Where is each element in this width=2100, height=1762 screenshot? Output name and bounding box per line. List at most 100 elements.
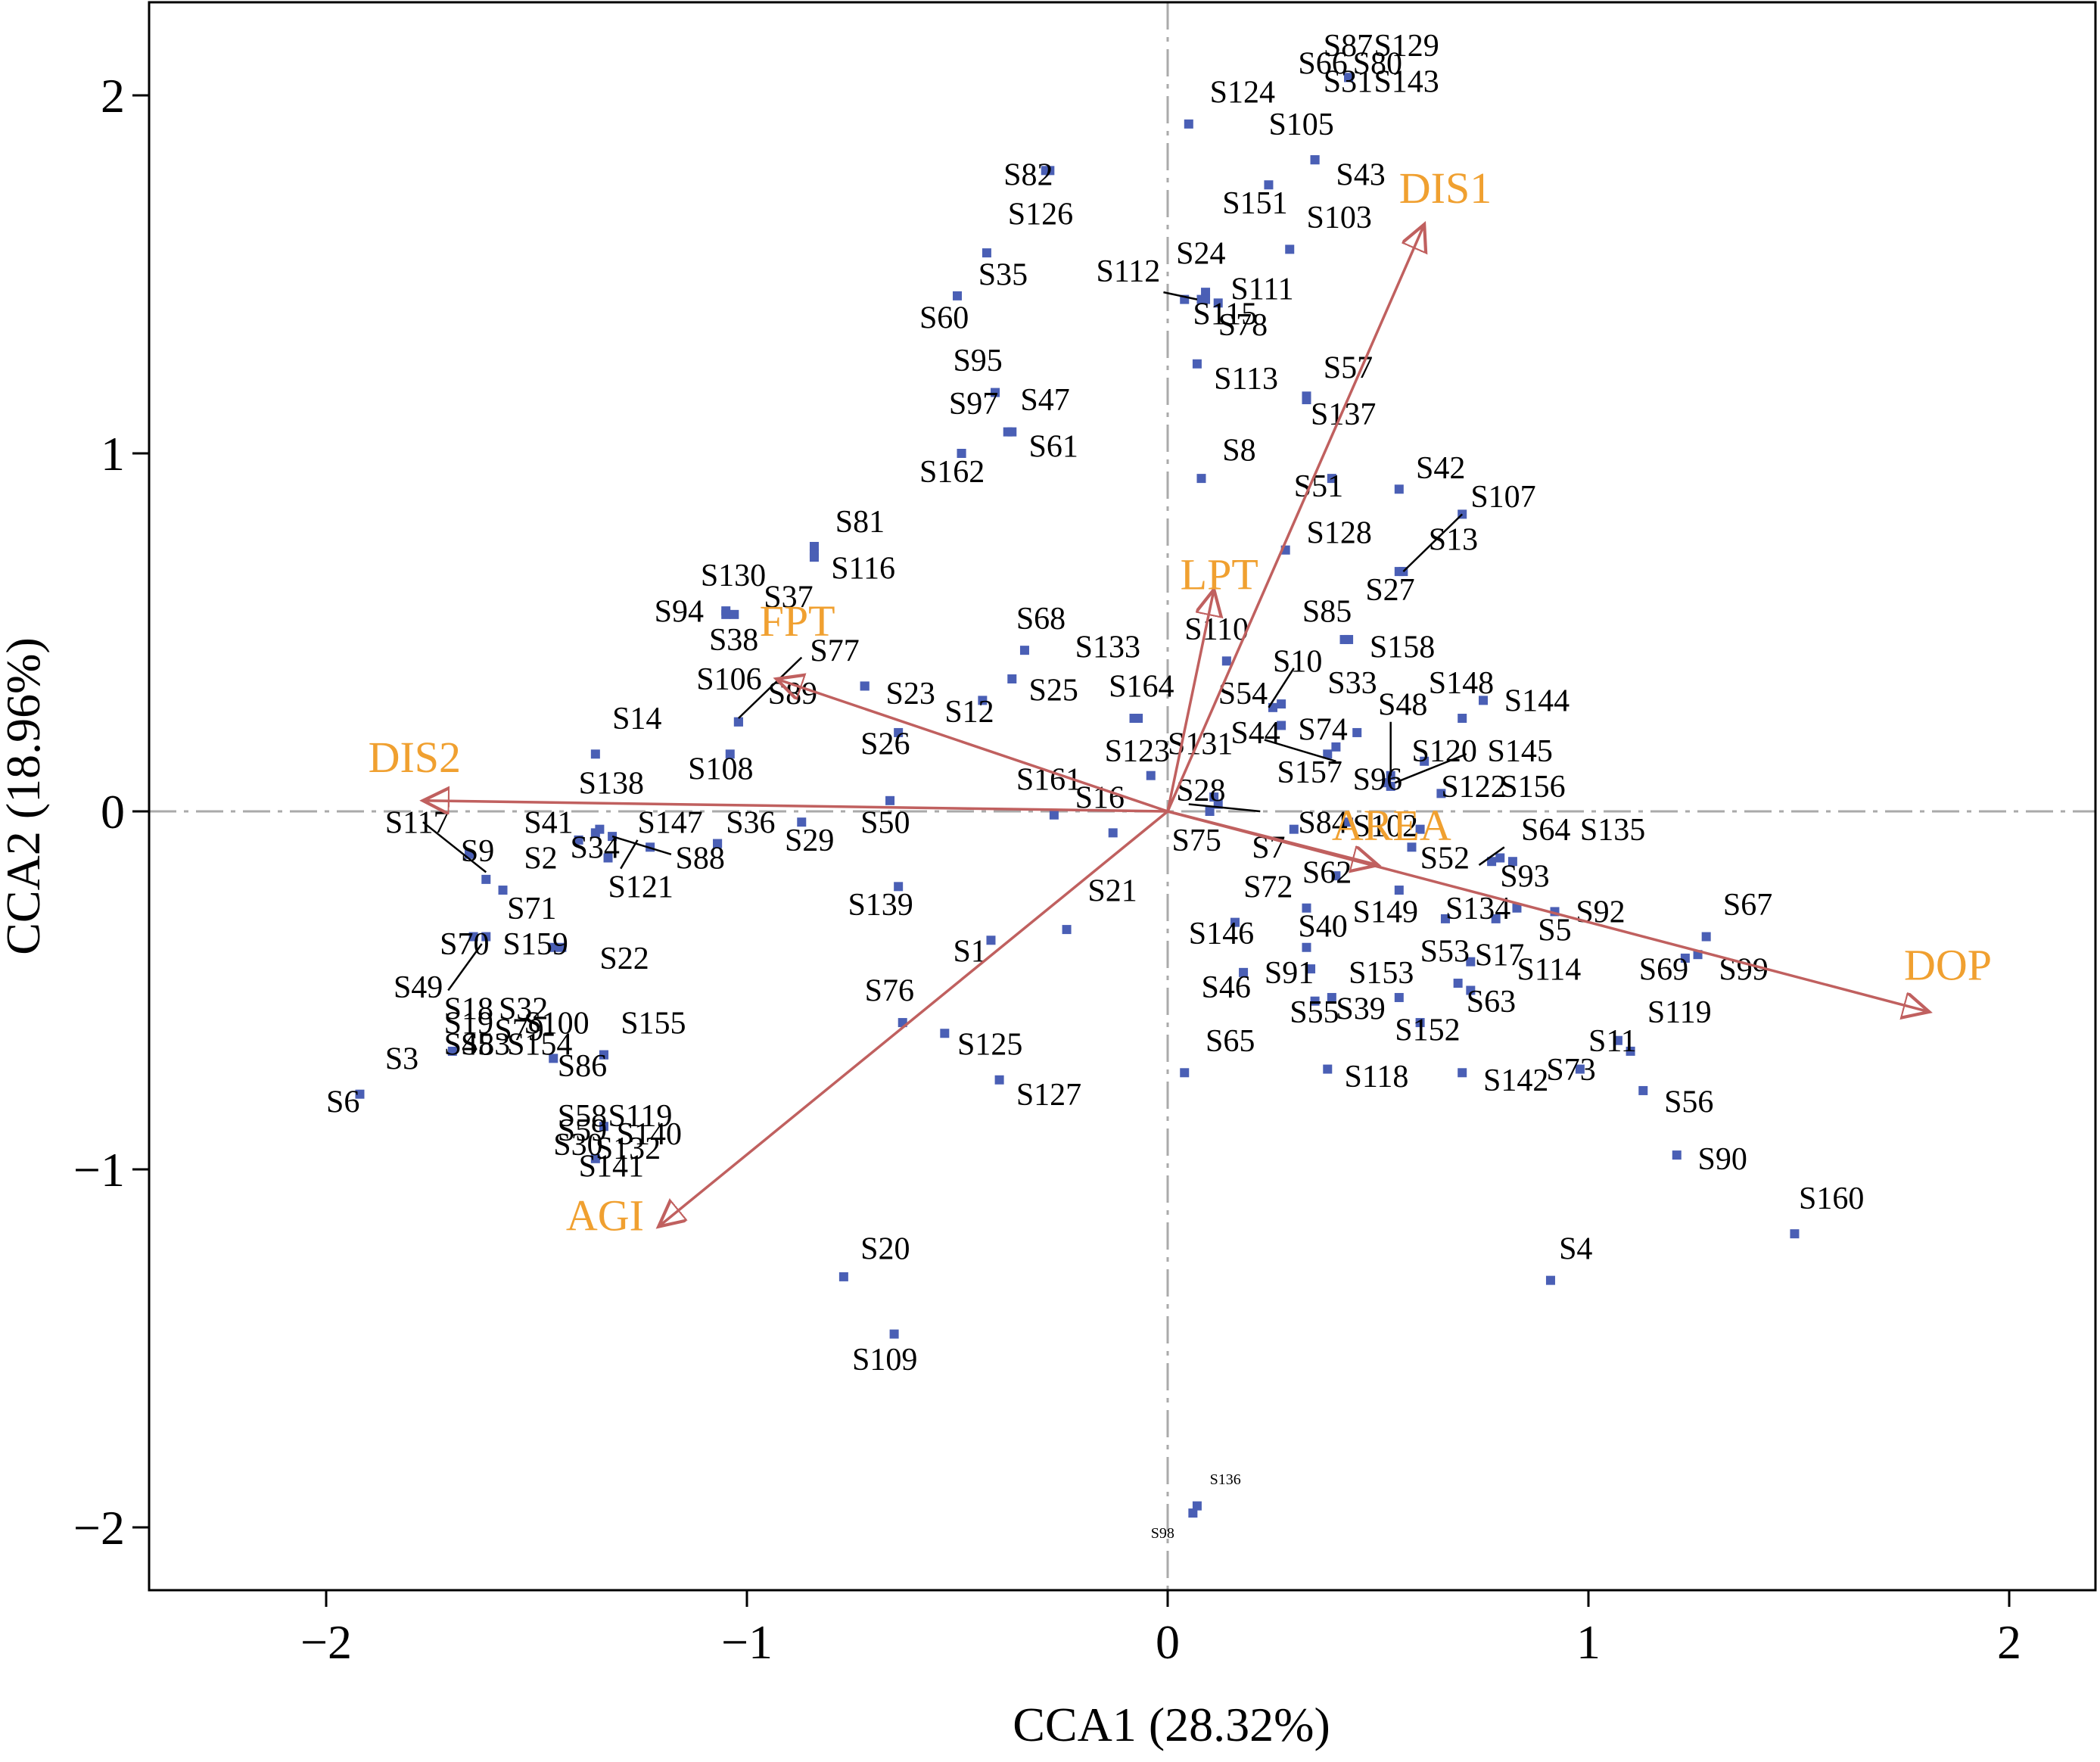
site-label-s91: S91 [1265,956,1314,991]
site-point-s109 [889,1329,899,1339]
site-label-s133: S133 [1075,630,1140,665]
site-points [355,73,1800,1518]
site-label-s66: S66 [1298,47,1347,82]
site-point-s137 [1302,395,1311,405]
leader-line-s88 [611,835,672,855]
x-axis-title: CCA1 (28.32%) [1013,1698,1330,1751]
site-point-s55 [1310,996,1320,1006]
site-label-s20: S20 [860,1231,910,1266]
environment-vectors: DIS1 LPT FPT DIS2 AREA DOP AGI [369,163,1992,1241]
vector-label-agi: AGI [566,1191,644,1240]
site-point-s68 [1019,646,1029,655]
site-label-s48: S48 [1378,687,1427,722]
site-point-s103 [1285,244,1295,254]
vector-arrow-dis1 [1166,224,1424,812]
leader-line-s49 [447,943,483,992]
site-label-s102: S102 [1353,809,1418,844]
site-label-s143: S143 [1374,64,1439,99]
site-label-s159: S159 [503,927,568,962]
site-point-s95 [991,388,1000,397]
site-label-s154: S154 [507,1028,572,1063]
site-label-s36: S36 [726,805,775,840]
site-label-s70: S70 [440,927,489,962]
site-point-s77 [860,681,870,691]
site-point-s106 [733,717,743,727]
site-label-s5: S5 [1538,913,1571,948]
x-tick-label: 2 [1997,1615,2021,1669]
site-label-s134: S134 [1445,892,1510,926]
site-label-s113: S113 [1214,362,1278,397]
site-label-s112: S112 [1096,254,1160,289]
site-label-s75: S75 [1172,823,1221,858]
site-label-s125: S125 [957,1028,1022,1063]
site-point-s124 [1184,119,1193,129]
site-label-s3: S3 [385,1042,418,1077]
site-point-s130 [730,609,739,619]
site-label-s68: S68 [1016,602,1066,637]
site-label-s148: S148 [1429,666,1494,701]
site-label-s156: S156 [1500,770,1565,805]
site-point-s134 [1440,914,1450,923]
site-label-s157: S157 [1277,755,1342,790]
site-label-s94: S94 [655,594,704,629]
site-point-s53 [1453,979,1463,988]
site-label-s140: S140 [617,1117,682,1152]
site-point-s155 [599,1050,608,1060]
site-label-s106: S106 [696,662,761,697]
site-label-s98: S98 [1151,1525,1174,1542]
site-point-s4 [1545,1275,1555,1285]
site-point-s22 [557,942,567,952]
y-tick-label: 2 [101,69,125,123]
site-label-s21: S21 [1087,873,1137,908]
site-point-s108 [725,749,735,759]
site-label-s25: S25 [1029,673,1078,708]
site-label-s144: S144 [1504,684,1570,719]
site-label-s149: S149 [1353,895,1418,930]
site-point-s51 [1327,474,1336,484]
site-label-s13: S13 [1429,523,1478,558]
site-label-s119: S119 [1647,995,1712,1030]
site-point-s91 [1306,964,1316,974]
site-point-s125 [940,1029,950,1038]
site-point-s25 [1007,674,1017,683]
site-label-s119-cluster: S119 [608,1099,673,1134]
leader-line-s64 [1478,846,1505,866]
site-label-s96: S96 [1353,763,1402,798]
site-label-s8: S8 [1222,433,1255,468]
site-label-s89: S89 [768,677,817,711]
site-label-s111: S111 [1230,272,1293,307]
site-point-s49 [468,932,478,942]
site-label-s67: S67 [1723,888,1772,923]
site-label-s142: S142 [1483,1063,1548,1098]
site-point-s139 [894,882,904,892]
site-label-s124: S124 [1210,75,1275,110]
site-label-s17: S17 [1475,938,1524,973]
site-point-s144 [1479,696,1488,705]
site-label-s61: S61 [1029,430,1078,465]
site-label-s14: S14 [612,702,661,736]
site-point-s9 [481,874,491,884]
site-point-s140 [599,1122,608,1132]
site-label-s129: S129 [1374,29,1439,64]
site-label-s93: S93 [1500,859,1549,894]
site-label-s116: S116 [831,552,895,587]
site-label-s29: S29 [785,823,834,858]
site-point-s145 [1420,756,1430,766]
site-label-s117: S117 [385,805,450,840]
site-label-s56: S56 [1664,1085,1713,1119]
site-point-s70 [481,932,491,942]
site-label-s87: S87 [1324,29,1373,64]
site-label-s85: S85 [1302,594,1352,629]
site-label-s24: S24 [1176,236,1225,271]
leader-line-s112 [1163,291,1198,300]
site-label-s110: S110 [1184,612,1249,647]
site-point-s123 [1146,770,1156,780]
site-point-s6 [355,1089,365,1099]
site-label-s139: S139 [848,888,913,923]
site-label-s50: S50 [860,805,910,840]
site-point-s78 [1213,298,1223,308]
site-label-s72: S72 [1243,870,1293,905]
site-point-s81 [809,541,819,551]
site-point-s52 [1407,842,1417,852]
site-point-s61 [1007,427,1017,437]
